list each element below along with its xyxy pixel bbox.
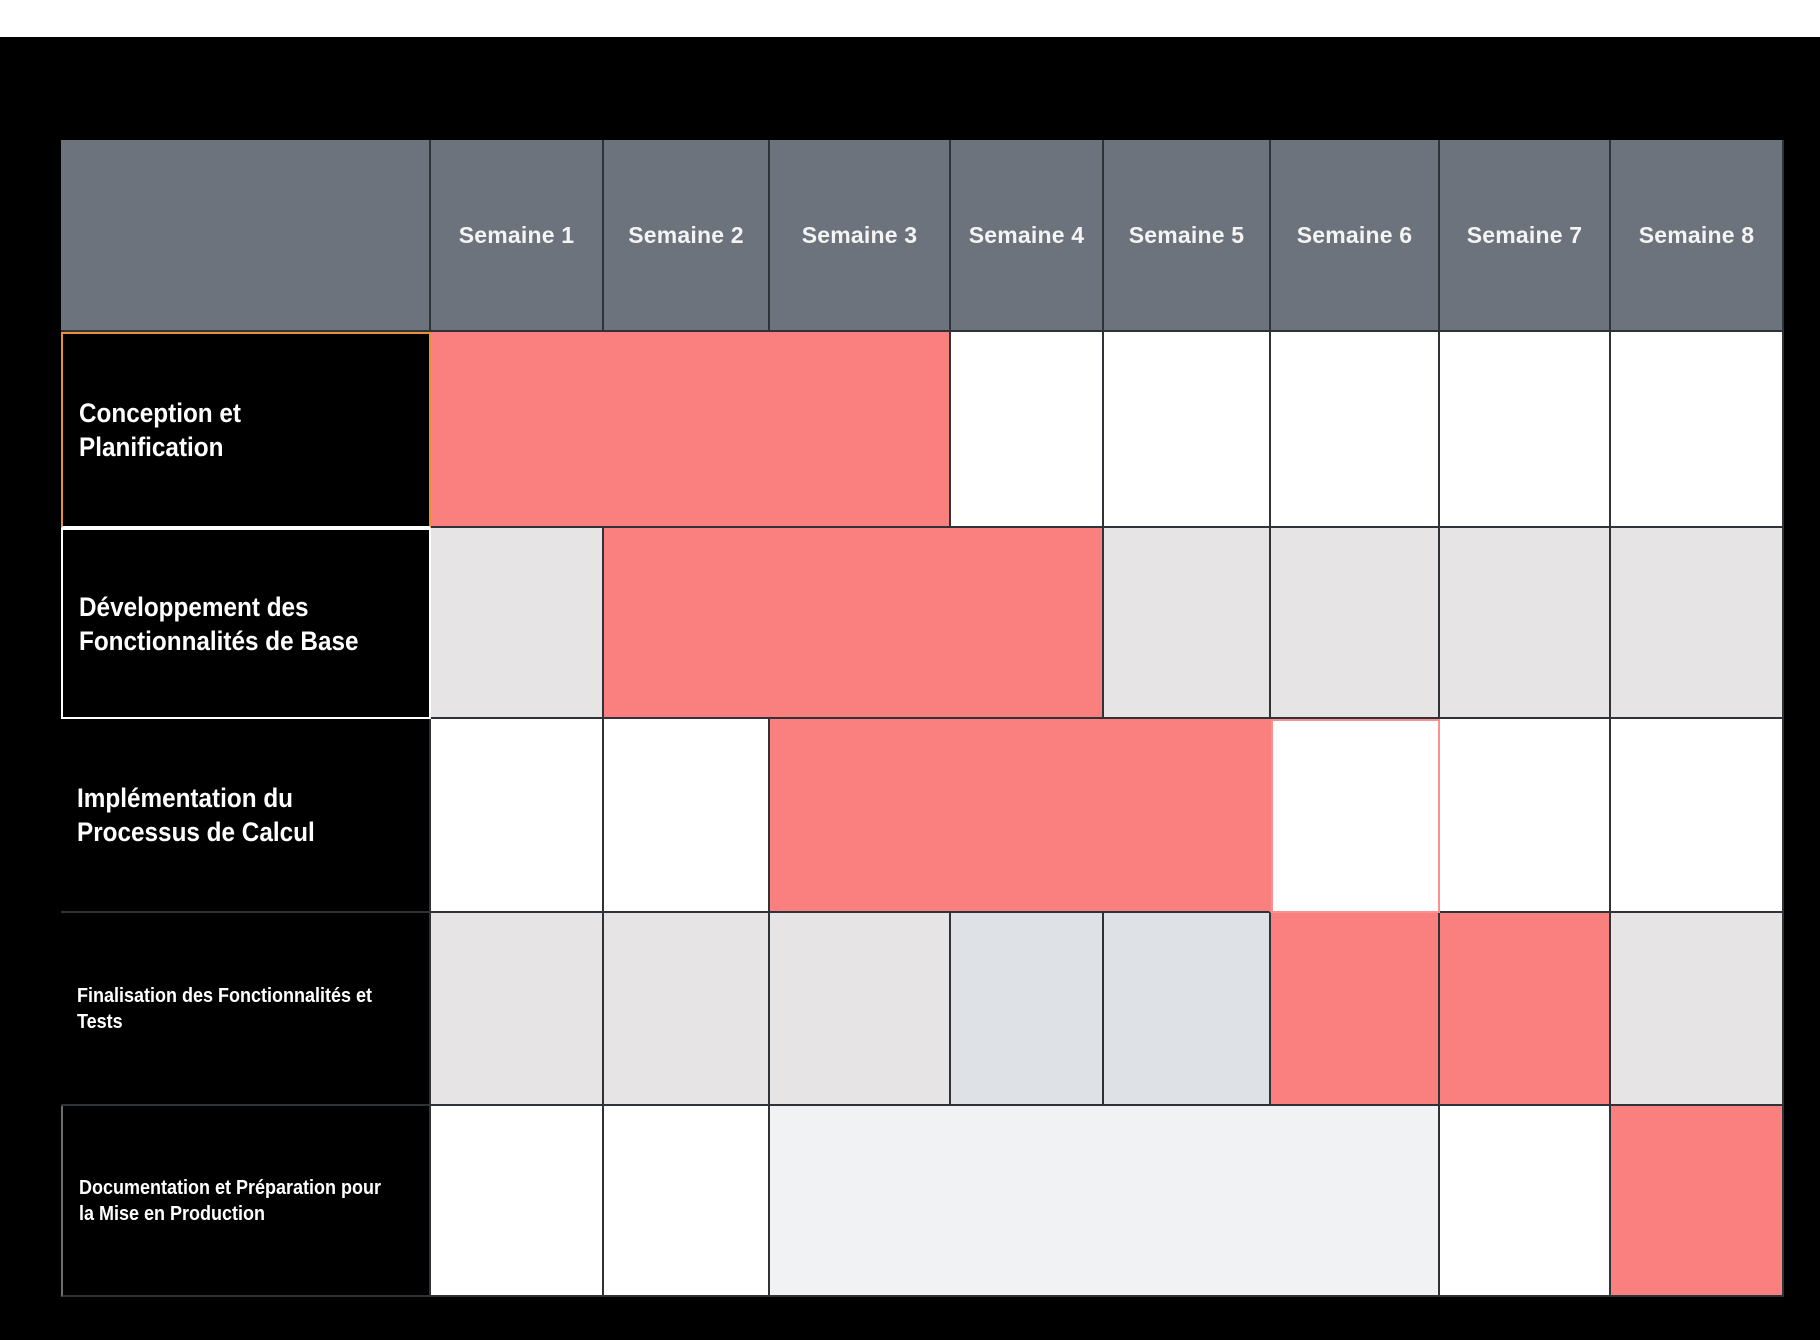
task-label-line: Implémentation du [77,783,294,813]
column-header[interactable]: Semaine 8 [1611,140,1784,332]
column-header[interactable]: Semaine 3 [770,140,951,332]
grid-cell[interactable] [1271,332,1440,528]
grid-cell[interactable] [951,913,1104,1106]
sheet: Semaine 1 Semaine 2 Semaine 3 Semaine 4 Sema… [61,140,1784,1297]
grid-cell[interactable] [1611,719,1784,913]
task-label-line: Finalisation des Fonctionnalités et [77,984,373,1007]
column-header[interactable]: Semaine 1 [431,140,604,332]
task-bar-cell[interactable] [1271,913,1440,1106]
grid-cell[interactable] [431,719,604,913]
task-label-cell[interactable]: Finalisation des Fonctionnalités et Tests [61,913,431,1106]
grid-cell[interactable] [951,332,1104,528]
task-bar-cell[interactable] [1611,1106,1784,1297]
task-label-line: Conception et [79,398,241,428]
grid-cell[interactable] [1104,332,1271,528]
grid-cell[interactable] [1271,528,1440,719]
task-label-line: Processus de Calcul [77,817,315,847]
highlighted-cell[interactable] [1271,719,1440,913]
task-label-cell[interactable]: Documentation et Préparation pour la Mise… [61,1106,431,1297]
task-bar[interactable] [431,332,951,528]
task-label-line: Tests [77,1010,123,1033]
grid-cell[interactable] [1611,913,1784,1106]
grid-cell[interactable] [770,913,951,1106]
grid-cell[interactable] [1611,528,1784,719]
task-label-cell[interactable]: Implémentation du Processus de Calcul [61,719,431,913]
column-header[interactable]: Semaine 2 [604,140,770,332]
task-label-line: Fonctionnalités de Base [79,625,359,656]
grid-cell[interactable] [604,913,770,1106]
grid-cell[interactable] [604,1106,770,1297]
task-label-line: Documentation et Préparation pour [79,1176,382,1199]
grid-cell[interactable] [1440,1106,1611,1297]
grid-cell[interactable] [1440,528,1611,719]
top-strip [0,0,1820,37]
column-header[interactable]: Semaine 6 [1271,140,1440,332]
grid-cell[interactable] [431,1106,604,1297]
column-header[interactable]: Semaine 7 [1440,140,1611,332]
task-label-line: Développement des [79,591,309,622]
task-label-line: la Mise en Production [79,1202,266,1225]
task-label-cell[interactable]: Développement des Fonctionnalités de Base [61,528,431,719]
grid-cell[interactable] [1611,332,1784,528]
task-bar[interactable] [604,528,1104,719]
grid-cell[interactable] [1440,332,1611,528]
task-bar[interactable] [770,719,1271,913]
grid-cell[interactable] [1440,719,1611,913]
column-header[interactable]: Semaine 4 [951,140,1104,332]
task-label-cell[interactable]: Conception et Planification [61,332,431,528]
task-label-line: Planification [79,432,224,462]
grid-cell[interactable] [1104,528,1271,719]
grid-cell[interactable] [431,913,604,1106]
column-header[interactable]: Semaine 5 [1104,140,1271,332]
header-corner-cell[interactable] [61,140,431,332]
shaded-block[interactable] [770,1106,1440,1297]
grid-cell[interactable] [431,528,604,719]
grid-cell[interactable] [1104,913,1271,1106]
task-bar-cell[interactable] [1440,913,1611,1106]
grid-cell[interactable] [604,719,770,913]
